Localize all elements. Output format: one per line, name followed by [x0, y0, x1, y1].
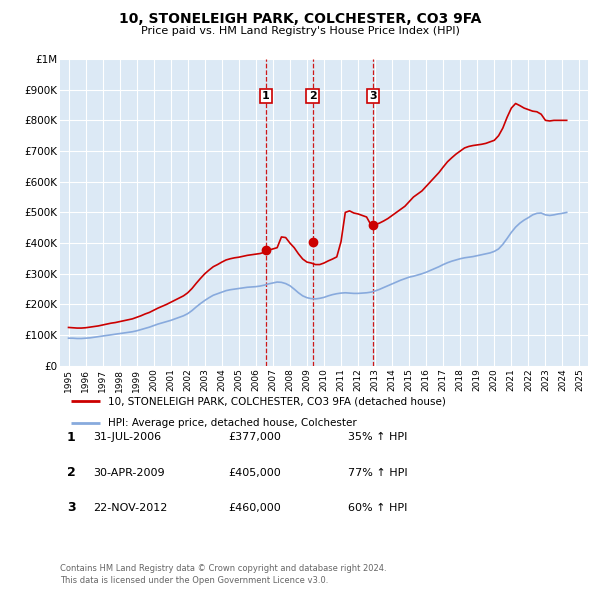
Text: 30-APR-2009: 30-APR-2009 — [93, 468, 164, 477]
Text: 2: 2 — [309, 91, 316, 101]
Text: 31-JUL-2006: 31-JUL-2006 — [93, 432, 161, 442]
Text: 22-NOV-2012: 22-NOV-2012 — [93, 503, 167, 513]
Text: Contains HM Land Registry data © Crown copyright and database right 2024.
This d: Contains HM Land Registry data © Crown c… — [60, 565, 386, 585]
Text: 35% ↑ HPI: 35% ↑ HPI — [348, 432, 407, 442]
Text: 3: 3 — [67, 502, 76, 514]
Text: 10, STONELEIGH PARK, COLCHESTER, CO3 9FA: 10, STONELEIGH PARK, COLCHESTER, CO3 9FA — [119, 12, 481, 26]
Text: Price paid vs. HM Land Registry's House Price Index (HPI): Price paid vs. HM Land Registry's House … — [140, 26, 460, 35]
Text: £377,000: £377,000 — [228, 432, 281, 442]
Text: 1: 1 — [262, 91, 269, 101]
Text: 60% ↑ HPI: 60% ↑ HPI — [348, 503, 407, 513]
Text: 2: 2 — [67, 466, 76, 479]
Text: 77% ↑ HPI: 77% ↑ HPI — [348, 468, 407, 477]
Text: 10, STONELEIGH PARK, COLCHESTER, CO3 9FA (detached house): 10, STONELEIGH PARK, COLCHESTER, CO3 9FA… — [107, 396, 445, 407]
Text: HPI: Average price, detached house, Colchester: HPI: Average price, detached house, Colc… — [107, 418, 356, 428]
Text: £405,000: £405,000 — [228, 468, 281, 477]
Text: 3: 3 — [370, 91, 377, 101]
Text: £460,000: £460,000 — [228, 503, 281, 513]
Text: 1: 1 — [67, 431, 76, 444]
